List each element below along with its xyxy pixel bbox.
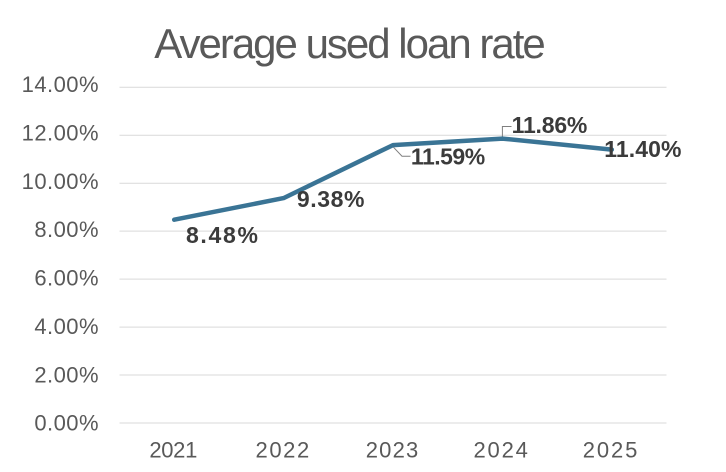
svg-text:9.38%: 9.38% bbox=[297, 186, 365, 212]
svg-text:0.00%: 0.00% bbox=[34, 411, 99, 436]
svg-text:2023: 2023 bbox=[366, 438, 420, 463]
svg-text:2025: 2025 bbox=[583, 438, 640, 463]
svg-text:2021: 2021 bbox=[149, 438, 197, 463]
svg-text:6.00%: 6.00% bbox=[34, 266, 99, 291]
svg-text:10.00%: 10.00% bbox=[22, 169, 99, 194]
svg-text:11.59%: 11.59% bbox=[411, 144, 485, 170]
svg-text:12.00%: 12.00% bbox=[22, 120, 99, 145]
svg-text:2.00%: 2.00% bbox=[34, 362, 99, 387]
svg-text:2022: 2022 bbox=[256, 438, 311, 463]
svg-text:8.00%: 8.00% bbox=[34, 217, 99, 242]
svg-text:11.40%: 11.40% bbox=[604, 136, 681, 162]
svg-text:4.00%: 4.00% bbox=[34, 314, 99, 339]
svg-text:14.00%: 14.00% bbox=[22, 72, 99, 97]
svg-text:2024: 2024 bbox=[474, 438, 530, 463]
svg-text:8.48%: 8.48% bbox=[186, 222, 260, 248]
svg-text:11.86%: 11.86% bbox=[512, 112, 588, 138]
svg-text:Average used loan rate: Average used loan rate bbox=[154, 20, 544, 67]
